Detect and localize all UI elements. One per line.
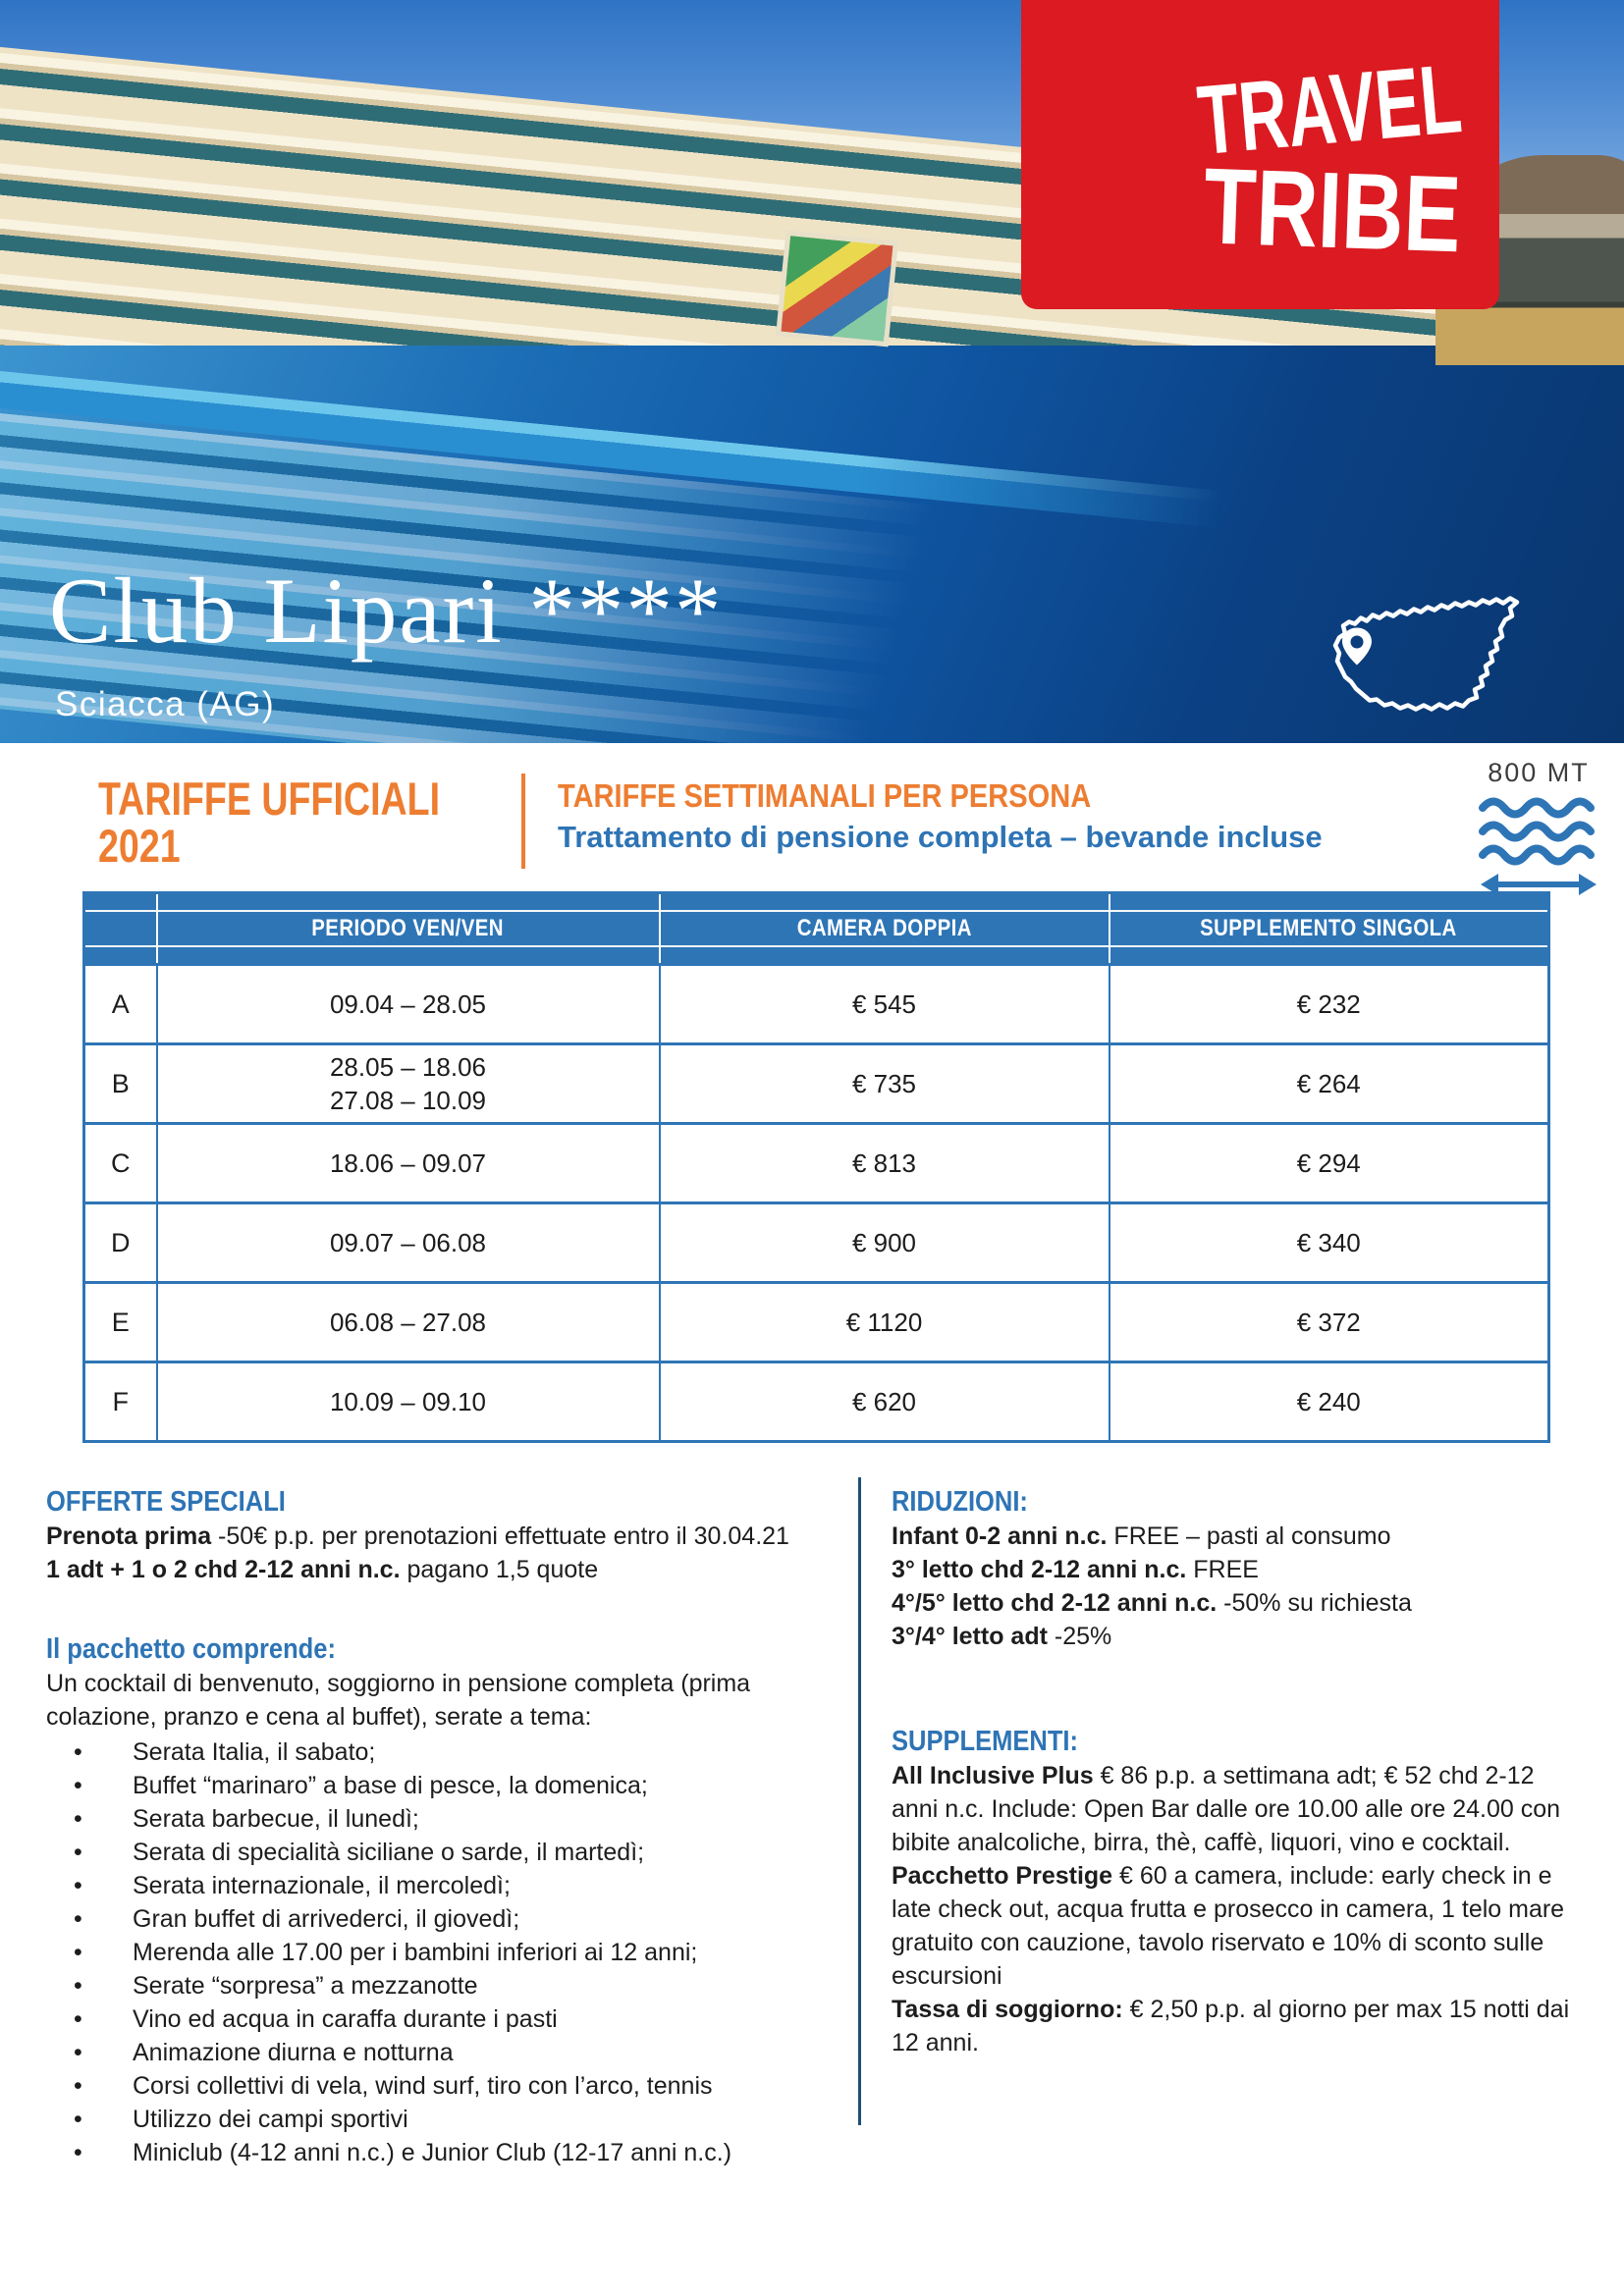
rates-title-line1: TARIFFE UFFICIALI xyxy=(98,773,441,825)
single-supplement-price: € 294 xyxy=(1108,1122,1549,1203)
period-range: 10.09 – 09.10 xyxy=(155,1361,660,1442)
supplement-paragraph: Pacchetto Prestige € 60 a camera, includ… xyxy=(892,1862,1565,1990)
period-range: 09.04 – 28.05 xyxy=(155,963,660,1044)
column-divider xyxy=(858,1477,861,2125)
travel-tribe-logo-icon: TRAVEL TRIBE xyxy=(1194,43,1466,275)
period-code: A xyxy=(82,963,157,1044)
double-room-price: € 620 xyxy=(658,1361,1110,1442)
rates-subtitle: TARIFFE SETTIMANALI PER PERSONA Trattame… xyxy=(558,778,1323,857)
double-room-price: € 813 xyxy=(658,1122,1110,1203)
location-pin-icon xyxy=(1342,627,1372,666)
package-item: Animazione diurna e notturna xyxy=(46,2036,843,2069)
double-room-price: € 900 xyxy=(658,1201,1110,1283)
package-item: Miniclub (4-12 anni n.c.) e Junior Club … xyxy=(46,2136,843,2169)
double-room-price: € 545 xyxy=(658,963,1110,1044)
right-text-column: RIDUZIONI: Infant 0-2 anni n.c. FREE – p… xyxy=(892,1484,1579,2059)
package-item: Vino ed acqua in caraffa durante i pasti xyxy=(46,2002,843,2036)
left-text-column: OFFERTE SPECIALI Prenota prima -50€ p.p.… xyxy=(46,1484,843,2169)
special-offers-heading: OFFERTE SPECIALI xyxy=(46,1486,286,1518)
waves-icon xyxy=(1479,797,1597,895)
package-item: Serata internazionale, il mercoledì; xyxy=(46,1869,843,1902)
rates-title-year: 2021 xyxy=(98,820,181,872)
package-item: Merenda alle 17.00 per i bambini inferio… xyxy=(46,1936,843,1969)
period-code: E xyxy=(82,1281,157,1362)
period-code: B xyxy=(82,1042,157,1124)
travel-tribe-logo: TRAVEL TRIBE xyxy=(1021,0,1499,309)
sicily-map-icon xyxy=(1332,596,1520,712)
sea-distance-label: 800 MT xyxy=(1488,758,1590,787)
col-header-single-supplement: SUPPLEMENTO SINGOLA xyxy=(1108,892,1549,965)
header-divider xyxy=(521,774,525,869)
supplements-heading: SUPPLEMENTI: xyxy=(892,1726,1078,1757)
package-item: Utilizzo dei campi sportivi xyxy=(46,2103,843,2136)
logo-word-tribe: TRIBE xyxy=(1202,145,1463,275)
supplement-paragraph: Tassa di soggiorno: € 2,50 p.p. al giorn… xyxy=(892,1996,1570,2056)
period-code: F xyxy=(82,1361,157,1442)
table-row: E 06.08 – 27.08 € 1120 € 372 xyxy=(82,1281,1549,1362)
double-room-price: € 1120 xyxy=(658,1281,1110,1362)
resort-title: Club Lipari **** xyxy=(49,559,724,663)
table-row: A 09.04 – 28.05 € 545 € 232 xyxy=(82,963,1549,1044)
mural-illustration xyxy=(776,230,898,347)
board-label: Trattamento di pensione completa – bevan… xyxy=(558,820,1323,854)
col-header-period: PERIODO VEN/VEN xyxy=(155,892,660,965)
supplement-paragraph: All Inclusive Plus € 86 p.p. a settimana… xyxy=(892,1762,1561,1856)
reduction-line: 3°/4° letto adt -25% xyxy=(892,1623,1112,1650)
package-item: Buffet “marinaro” a base di pesce, la do… xyxy=(46,1769,843,1802)
col-header-code xyxy=(83,892,157,965)
package-heading: Il pacchetto comprende: xyxy=(46,1633,336,1665)
period-code: D xyxy=(82,1201,157,1283)
package-item: Serata barbecue, il lunedì; xyxy=(46,1802,843,1836)
rates-table: PERIODO VEN/VEN CAMERA DOPPIA SUPPLEMENT… xyxy=(82,891,1550,1443)
package-item: Corsi collettivi di vela, wind surf, tir… xyxy=(46,2069,843,2103)
package-intro: Un cocktail di benvenuto, soggiorno in p… xyxy=(46,1670,751,1731)
single-supplement-price: € 232 xyxy=(1108,963,1549,1044)
logo-word-travel: TRAVEL xyxy=(1194,43,1466,176)
reduction-line: 3° letto chd 2-12 anni n.c. FREE xyxy=(892,1556,1259,1583)
package-item: Serata Italia, il sabato; xyxy=(46,1735,843,1769)
package-list: Serata Italia, il sabato; Buffet “marina… xyxy=(46,1735,843,2169)
reduction-line: 4°/5° letto chd 2-12 anni n.c. -50% su r… xyxy=(892,1589,1412,1617)
period-range: 28.05 – 18.06 27.08 – 10.09 xyxy=(155,1042,660,1124)
distance-arrow-icon xyxy=(1481,874,1597,895)
special-offer-line: 1 adt + 1 o 2 chd 2-12 anni n.c. pagano … xyxy=(46,1556,599,1583)
single-supplement-price: € 264 xyxy=(1108,1042,1549,1124)
weekly-rates-label: TARIFFE SETTIMANALI PER PERSONA xyxy=(558,777,1092,814)
col-header-double-room: CAMERA DOPPIA xyxy=(658,892,1110,965)
period-range: 18.06 – 09.07 xyxy=(155,1122,660,1203)
special-offer-line: Prenota prima -50€ p.p. per prenotazioni… xyxy=(46,1522,789,1550)
period-range: 06.08 – 27.08 xyxy=(155,1281,660,1362)
reduction-line: Infant 0-2 anni n.c. FREE – pasti al con… xyxy=(892,1522,1391,1550)
period-range: 09.07 – 06.08 xyxy=(155,1201,660,1283)
table-row: D 09.07 – 06.08 € 900 € 340 xyxy=(82,1201,1549,1283)
package-item: Serate “sorpresa” a mezzanotte xyxy=(46,1969,843,2002)
single-supplement-price: € 372 xyxy=(1108,1281,1549,1362)
reductions-heading: RIDUZIONI: xyxy=(892,1486,1028,1518)
rates-title: TARIFFE UFFICIALI 2021 xyxy=(98,775,525,870)
single-supplement-price: € 240 xyxy=(1108,1361,1549,1442)
period-code: C xyxy=(82,1122,157,1203)
hero-photo: TRAVEL TRIBE Club Lipari **** Sciacca (A… xyxy=(0,0,1624,743)
resort-location: Sciacca (AG) xyxy=(55,685,276,723)
package-item: Serata di specialità siciliane o sarde, … xyxy=(46,1836,843,1869)
table-header-row: PERIODO VEN/VEN CAMERA DOPPIA SUPPLEMENT… xyxy=(83,892,1549,965)
table-row: C 18.06 – 09.07 € 813 € 294 xyxy=(82,1122,1549,1203)
sea-distance: 800 MT xyxy=(1469,758,1608,907)
table-row: B 28.05 – 18.06 27.08 – 10.09 € 735 € 26… xyxy=(82,1042,1549,1124)
package-item: Gran buffet di arrivederci, il giovedì; xyxy=(46,1902,843,1936)
double-room-price: € 735 xyxy=(658,1042,1110,1124)
single-supplement-price: € 340 xyxy=(1108,1201,1549,1283)
table-row: F 10.09 – 09.10 € 620 € 240 xyxy=(82,1361,1549,1442)
